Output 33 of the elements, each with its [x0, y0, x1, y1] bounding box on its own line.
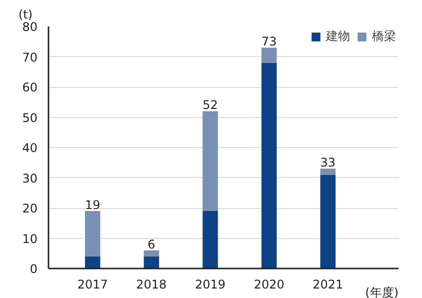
legend-label: 橋梁	[372, 28, 396, 45]
bar	[202, 211, 218, 268]
y-tick-label: 30	[22, 171, 38, 186]
x-tick-label: 2021	[312, 278, 344, 292]
x-tick-label: 2020	[254, 278, 284, 292]
y-tick-label: 80	[22, 20, 38, 34]
total-label: 73	[261, 34, 277, 49]
y-tick-label: 10	[22, 232, 38, 246]
bar	[84, 211, 100, 256]
bar	[84, 256, 100, 268]
bar	[144, 250, 160, 256]
x-tick-label: 2018	[136, 278, 167, 292]
bar	[320, 168, 336, 175]
bar	[261, 48, 277, 63]
y-tick-label: 0	[30, 262, 38, 276]
x-tick-label: 2017	[77, 278, 108, 292]
total-label: 6	[148, 237, 156, 252]
y-tick-label: 60	[22, 80, 38, 94]
y-tick-label: 20	[22, 202, 38, 216]
bar	[320, 174, 336, 268]
total-label: 52	[202, 98, 218, 112]
bar	[261, 62, 277, 268]
y-axis-title: (t)	[18, 8, 33, 22]
legend-label: 建物	[326, 28, 350, 45]
total-label: 33	[320, 156, 336, 170]
y-tick-label: 50	[22, 110, 38, 125]
bar	[202, 111, 218, 212]
y-tick-label: 40	[22, 141, 38, 155]
x-tick-label: 2019	[194, 278, 226, 292]
bar	[144, 256, 160, 268]
total-label: 19	[84, 198, 100, 212]
x-axis-title: (年度)	[365, 286, 399, 298]
y-tick-label: 70	[22, 50, 38, 64]
